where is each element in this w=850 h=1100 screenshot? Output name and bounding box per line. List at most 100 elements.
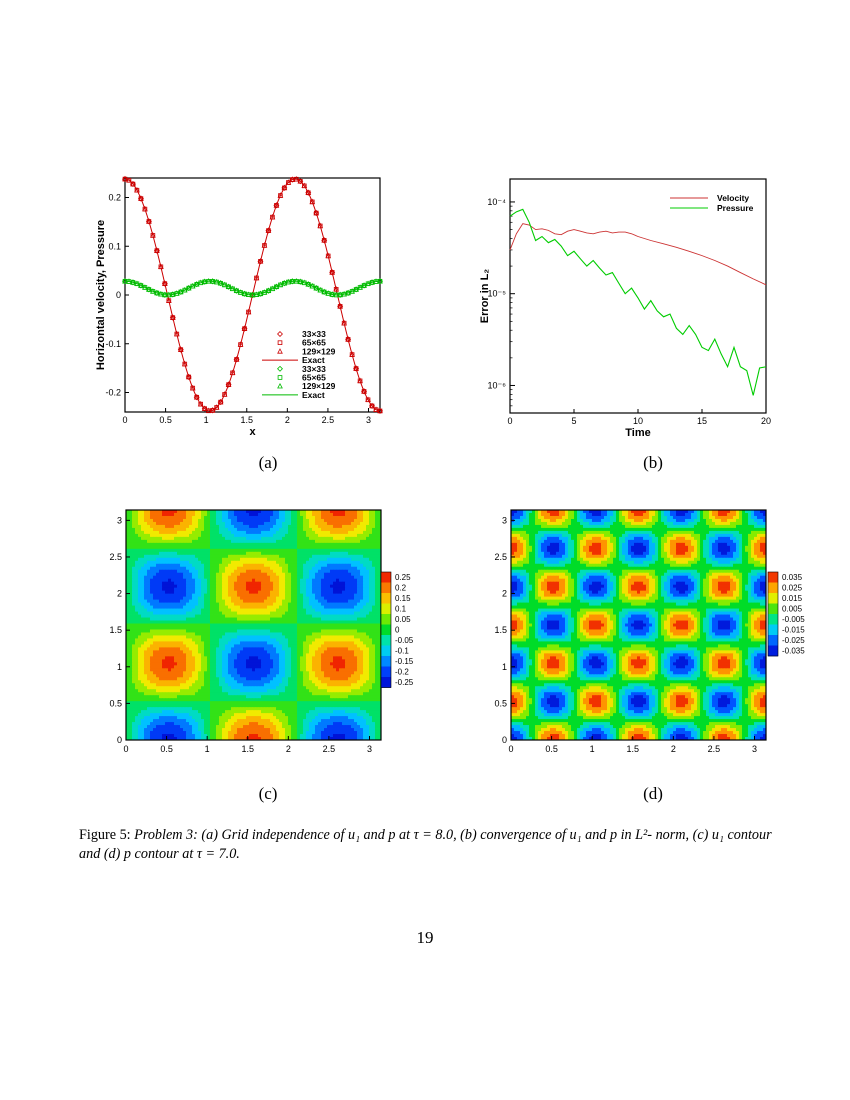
contour-cell [168, 566, 172, 571]
contour-cell [150, 590, 154, 595]
contour-cell [255, 551, 259, 556]
contour-cell [132, 650, 136, 654]
contour-cell [294, 641, 298, 645]
contour-cell [159, 539, 163, 544]
contour-cell [267, 563, 271, 568]
contour-cell [279, 626, 283, 630]
contour-cell [363, 587, 367, 592]
contour-cell [153, 635, 157, 639]
contour-cell [150, 539, 154, 544]
contour-cell [207, 668, 211, 672]
contour-cell [255, 560, 259, 565]
contour-cell [333, 632, 337, 636]
contour-cell [204, 548, 208, 553]
contour-cell [294, 512, 298, 517]
contour-cell [150, 584, 154, 589]
data-point [281, 184, 288, 191]
contour-cell [228, 659, 232, 663]
contour-cell [291, 641, 295, 645]
contour-cell [273, 530, 277, 535]
contour-cell [189, 524, 193, 529]
contour-cell [267, 572, 271, 577]
contour-cell [180, 566, 184, 571]
contour-cell [318, 650, 322, 654]
contour-cell [204, 635, 208, 639]
contour-cell [231, 554, 235, 559]
contour-cell [180, 533, 184, 538]
contour-cell [240, 659, 244, 663]
contour-cell [354, 512, 358, 517]
contour-cell [306, 650, 310, 654]
contour-cell [237, 587, 241, 592]
contour-cell [135, 596, 139, 601]
contour-cell [249, 545, 253, 550]
contour-cell [372, 578, 376, 583]
contour-cell [294, 578, 298, 583]
contour-cell [252, 626, 256, 630]
contour-cell [132, 641, 136, 645]
contour-cell [258, 542, 262, 547]
contour-cell [330, 605, 334, 609]
contour-cell [174, 653, 178, 657]
contour-cell [192, 584, 196, 589]
contour-cell [333, 611, 337, 615]
contour-cell [336, 623, 340, 627]
contour-cell [243, 593, 247, 598]
contour-cell [318, 611, 322, 615]
contour-cell [240, 611, 244, 615]
y-tick-label: 0.1 [108, 241, 121, 251]
contour-cell [126, 590, 130, 595]
contour-cell [141, 581, 145, 586]
contour-cell [222, 650, 226, 654]
contour-cell [336, 536, 340, 541]
x-tick-label: 10 [633, 416, 643, 426]
contour-cell [372, 665, 376, 669]
contour-cell [291, 635, 295, 639]
contour-cell [168, 510, 172, 514]
contour-cell [162, 596, 166, 601]
contour-cell [213, 614, 217, 618]
contour-cell [231, 635, 235, 639]
contour-cell [360, 554, 364, 559]
contour-cell [285, 602, 289, 606]
contour-cell [135, 569, 139, 574]
contour-cell [198, 551, 202, 556]
contour-cell [135, 638, 139, 642]
contour-cell [135, 572, 139, 577]
contour-cell [303, 557, 307, 562]
contour-cell [165, 572, 169, 577]
data-point [201, 405, 208, 411]
contour-cell [177, 566, 181, 571]
contour-cell [147, 572, 151, 577]
contour-cell [255, 572, 259, 577]
contour-cell [309, 650, 313, 654]
contour-cell [375, 650, 379, 654]
contour-cell [168, 548, 172, 553]
contour-cell [168, 608, 172, 612]
contour-cell [162, 587, 166, 592]
contour-cell [291, 659, 295, 663]
contour-cell [219, 551, 223, 556]
contour-cell [297, 566, 301, 571]
contour-cell [225, 575, 229, 580]
contour-cell [318, 575, 322, 580]
contour-cell [300, 638, 304, 642]
contour-cell [372, 510, 376, 514]
contour-cell [366, 611, 370, 615]
contour-cell [180, 518, 184, 523]
contour-cell [330, 629, 334, 633]
contour-cell [237, 593, 241, 598]
contour-cell [345, 590, 349, 595]
contour-cell [357, 521, 361, 526]
contour-cell [375, 647, 379, 651]
contour-cell [156, 644, 160, 648]
contour-cell [351, 653, 355, 657]
contour-cell [315, 554, 319, 559]
contour-cell [339, 632, 343, 636]
contour-cell [168, 644, 172, 648]
contour-cell [333, 572, 337, 577]
contour-cell [225, 596, 229, 601]
contour-cell [225, 527, 229, 532]
contour-cell [321, 578, 325, 583]
contour-cell [246, 551, 250, 556]
